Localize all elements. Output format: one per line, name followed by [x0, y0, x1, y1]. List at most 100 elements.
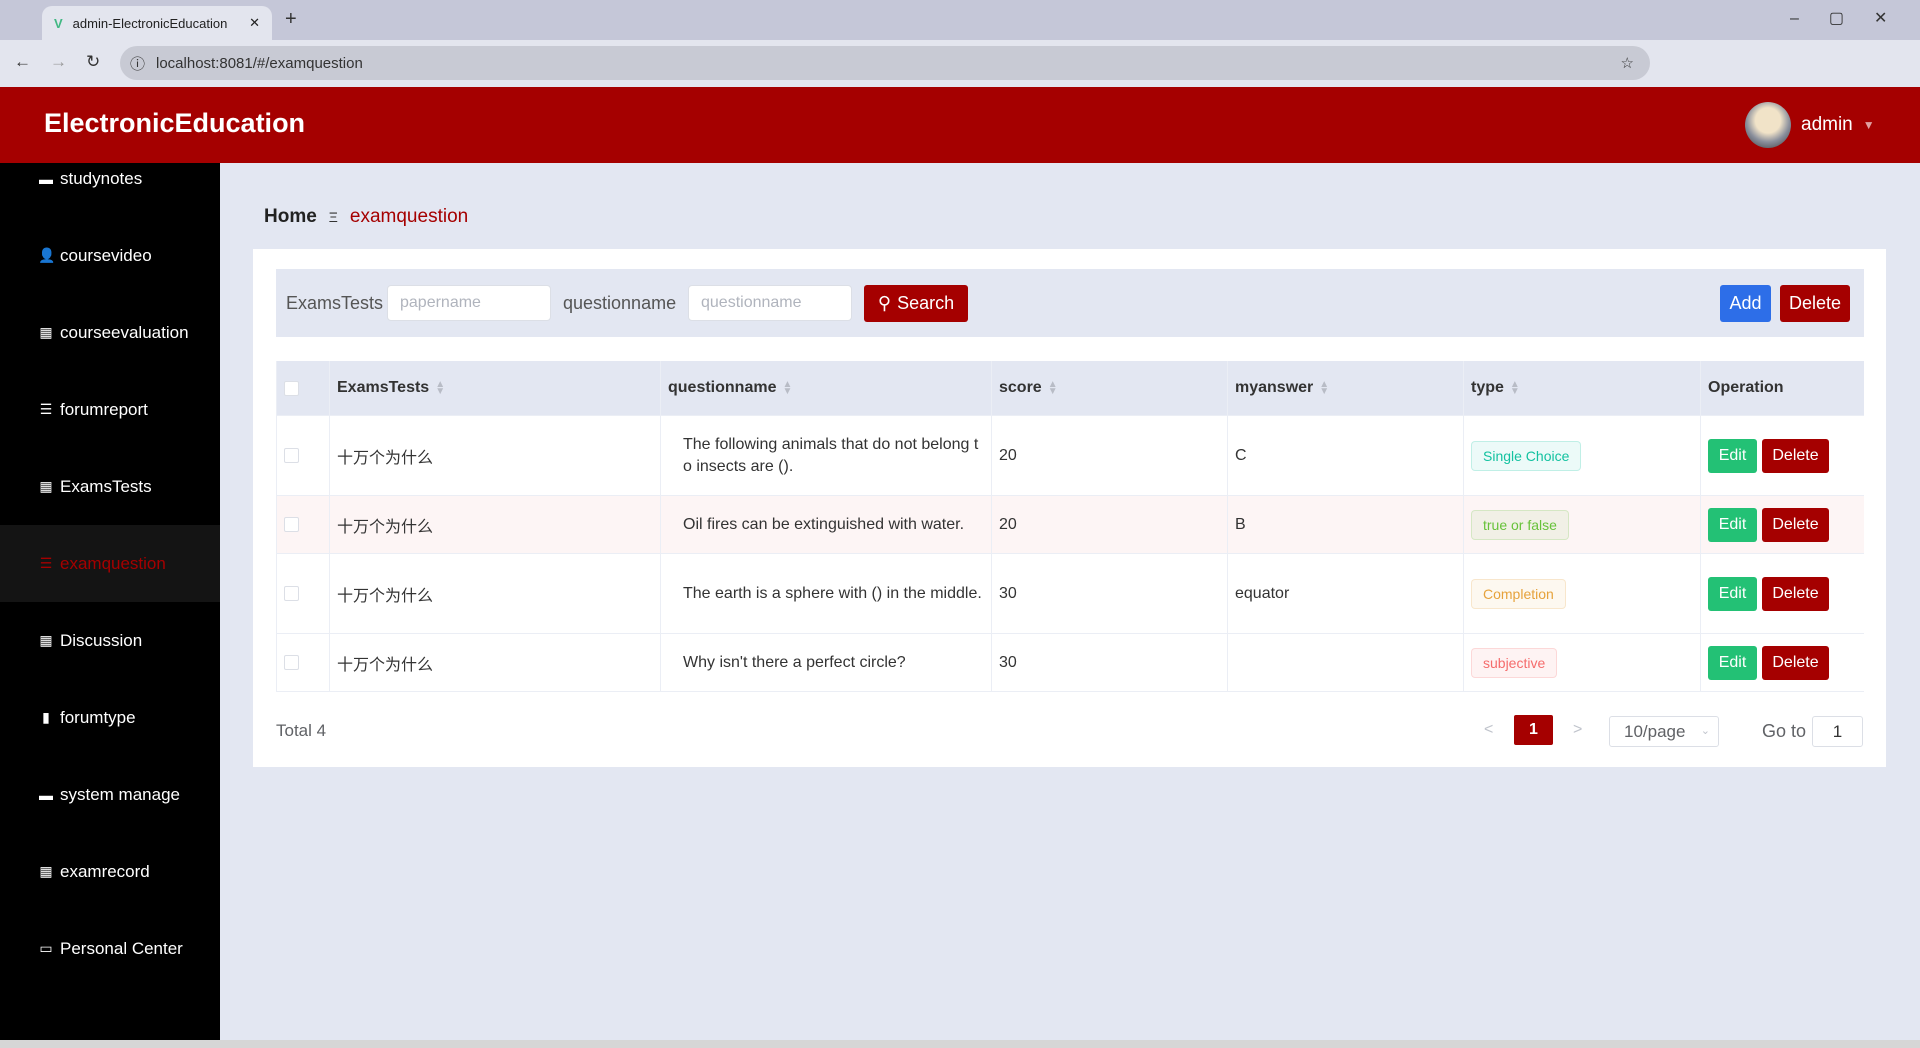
page-1-button[interactable]: 1: [1514, 715, 1553, 745]
select-all-checkbox[interactable]: [284, 380, 299, 396]
menu-icon: ▬: [39, 786, 53, 803]
type-tag: true or false: [1471, 509, 1569, 540]
sidebar-item-courseevaluation[interactable]: ▦ courseevaluation: [0, 294, 220, 371]
prev-page-icon[interactable]: <: [1484, 721, 1494, 738]
sidebar-item-label: examquestion: [60, 553, 166, 573]
menu-icon: ☰: [39, 555, 53, 571]
exam-name: 十万个为什么: [337, 587, 434, 605]
sort-icon[interactable]: ▲ ▼: [1509, 379, 1520, 397]
site-info-icon[interactable]: ⓘ: [130, 55, 146, 73]
sort-icon[interactable]: ▲ ▼: [1319, 379, 1330, 397]
pagination: Total 4 < 1 > 10/page ⌄ Go to 1: [276, 715, 1864, 747]
goto-page-input[interactable]: 1: [1812, 716, 1863, 747]
close-tab-icon[interactable]: ✕: [249, 15, 260, 30]
sidebar-item-coursevideo[interactable]: 👤 coursevideo: [0, 217, 220, 294]
breadcrumb-current: examquestion: [349, 206, 469, 227]
breadcrumb-home[interactable]: Home: [264, 206, 317, 227]
sidebar-item-studynotes[interactable]: ▬ studynotes: [0, 163, 220, 217]
search-bar: ExamsTests papername questionname questi…: [276, 269, 1864, 337]
score-value: 20: [999, 515, 1017, 533]
new-tab-button[interactable]: +: [285, 8, 297, 30]
sidebar-item-label: system manage: [60, 784, 180, 804]
cell-type: Single Choice: [1463, 416, 1700, 495]
column-header[interactable]: ExamsTests ▲ ▼: [329, 361, 660, 415]
sidebar-item-label: examrecord: [60, 861, 150, 881]
exam-name: 十万个为什么: [337, 449, 434, 467]
goto-label: Go to: [1762, 721, 1807, 741]
row-checkbox[interactable]: [284, 448, 299, 463]
sidebar-item-examrecord[interactable]: ▦ examrecord: [0, 833, 220, 910]
row-checkbox[interactable]: [284, 586, 299, 601]
sidebar-item-examstests[interactable]: ▦ ExamsTests: [0, 448, 220, 525]
user-menu[interactable]: admin ▼: [1745, 102, 1875, 148]
exam-name: 十万个为什么: [337, 656, 434, 674]
edit-button[interactable]: Edit: [1708, 576, 1757, 611]
cell-examstests: 十万个为什么: [329, 496, 660, 553]
sort-icon[interactable]: ▲ ▼: [1047, 379, 1058, 397]
cell-score: 20: [991, 496, 1227, 553]
row-checkbox[interactable]: [284, 517, 299, 532]
menu-icon: ▭: [39, 940, 53, 956]
column-header[interactable]: score ▲ ▼: [991, 361, 1227, 415]
forward-icon[interactable]: →: [50, 52, 67, 71]
cell-questionname: The earth is a sphere with () in the mid…: [660, 554, 991, 633]
browser-tab[interactable]: V admin-ElectronicEducation ✕: [42, 6, 272, 40]
bulk-delete-button[interactable]: Delete: [1780, 285, 1850, 322]
column-header[interactable]: type ▲ ▼: [1463, 361, 1700, 415]
delete-button[interactable]: Delete: [1762, 576, 1829, 611]
column-header[interactable]: questionname ▲ ▼: [660, 361, 991, 415]
sidebar-item-label: Discussion: [60, 630, 143, 650]
examstests-label: ExamsTests: [286, 293, 384, 313]
sort-icon[interactable]: ▲ ▼: [782, 379, 793, 397]
sort-icon[interactable]: ▲ ▼: [435, 379, 446, 397]
sidebar-item-examquestion[interactable]: ☰ examquestion: [0, 525, 220, 602]
edit-button[interactable]: Edit: [1708, 645, 1757, 680]
header-checkbox-cell: [276, 361, 329, 415]
url-bar[interactable]: ⓘ localhost:8081/#/examquestion ☆: [120, 46, 1650, 80]
bookmark-star-icon[interactable]: ☆: [1620, 55, 1634, 72]
cell-examstests: 十万个为什么: [329, 554, 660, 633]
add-button[interactable]: Add: [1720, 285, 1771, 322]
menu-icon: ☰: [39, 401, 53, 417]
menu-icon: ▦: [39, 478, 53, 494]
questionname-input[interactable]: questionname: [688, 285, 852, 321]
sidebar-item-label: studynotes: [60, 168, 143, 188]
score-value: 20: [999, 446, 1017, 464]
column-header[interactable]: myanswer ▲ ▼: [1227, 361, 1463, 415]
search-icon: ⚲: [877, 293, 892, 313]
next-page-icon[interactable]: >: [1573, 721, 1583, 738]
exam-name: 十万个为什么: [337, 518, 434, 536]
cell-operation: Edit Delete: [1700, 554, 1864, 633]
menu-icon: ▬: [39, 170, 53, 187]
cell-myanswer: [1227, 634, 1463, 691]
caret-down-icon: ▼: [1862, 118, 1875, 132]
search-button[interactable]: ⚲ Search: [864, 285, 968, 322]
sidebar-item-system-manage[interactable]: ▬ system manage: [0, 756, 220, 833]
type-tag: Completion: [1471, 578, 1566, 609]
menu-icon: ▦: [39, 863, 53, 879]
sidebar-item-forumreport[interactable]: ☰ forumreport: [0, 371, 220, 448]
delete-button[interactable]: Delete: [1762, 438, 1829, 473]
sidebar-item-personal-center[interactable]: ▭ Personal Center: [0, 910, 220, 987]
reload-icon[interactable]: ↻: [86, 52, 101, 71]
menu-icon: ▦: [39, 632, 53, 648]
sidebar-item-forumtype[interactable]: ▮ forumtype: [0, 679, 220, 756]
delete-button[interactable]: Delete: [1762, 507, 1829, 542]
checkbox-cell: [276, 554, 329, 633]
questionname-label: questionname: [563, 293, 677, 313]
horizontal-scrollbar[interactable]: [0, 1040, 1920, 1048]
edit-button[interactable]: Edit: [1708, 438, 1757, 473]
app-header: [0, 87, 1920, 163]
page-size-select[interactable]: 10/page ⌄: [1609, 716, 1719, 747]
back-icon[interactable]: ←: [14, 52, 31, 71]
sidebar-item-discussion[interactable]: ▦ Discussion: [0, 602, 220, 679]
delete-button[interactable]: Delete: [1762, 645, 1829, 680]
row-checkbox[interactable]: [284, 655, 299, 670]
cell-score: 30: [991, 554, 1227, 633]
table-row: 十万个为什么 The following animals that do not …: [276, 416, 1864, 496]
window-controls[interactable]: –▢✕: [1790, 10, 1918, 27]
edit-button[interactable]: Edit: [1708, 507, 1757, 542]
column-header-label: score: [999, 379, 1042, 396]
papername-input[interactable]: papername: [387, 285, 551, 321]
question-text: The following animals that do not belong…: [683, 435, 979, 475]
